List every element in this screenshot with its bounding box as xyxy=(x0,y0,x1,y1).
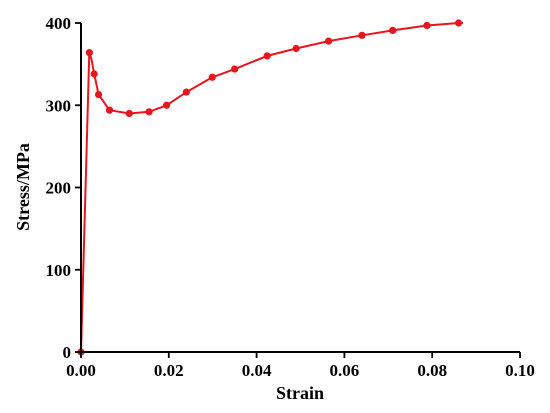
x-tick-label: 0.04 xyxy=(242,361,272,380)
y-tick-label: 400 xyxy=(46,14,72,33)
data-point xyxy=(163,101,171,109)
data-point xyxy=(145,108,153,116)
y-tick-label: 0 xyxy=(63,343,72,362)
x-axis-title: Strain xyxy=(276,383,324,403)
data-point xyxy=(454,19,463,27)
y-ticks: 0 100 200 300 400 xyxy=(46,14,81,362)
data-point xyxy=(208,73,216,81)
data-point xyxy=(105,106,114,114)
x-tick-label: 0.08 xyxy=(417,361,447,380)
data-point xyxy=(423,21,431,30)
y-tick-label: 200 xyxy=(46,179,72,198)
y-tick-label: 100 xyxy=(46,261,72,280)
data-point xyxy=(292,44,300,53)
data-point xyxy=(358,31,366,39)
data-point xyxy=(85,49,93,57)
y-axis-title: Stress/MPa xyxy=(13,143,33,231)
data-point xyxy=(324,37,333,45)
x-ticks: 0.00 0.02 0.04 0.06 0.08 0.10 xyxy=(66,352,535,380)
x-tick-label: 0.02 xyxy=(154,361,184,380)
data-point xyxy=(90,70,98,78)
data-point xyxy=(231,65,239,73)
y-tick-label: 300 xyxy=(46,96,72,115)
x-tick-label: 0.10 xyxy=(505,361,535,380)
x-tick-label: 0.06 xyxy=(330,361,360,380)
data-point xyxy=(94,90,103,99)
x-tick-label: 0.00 xyxy=(66,361,96,380)
series-line xyxy=(80,22,463,353)
data-point xyxy=(125,109,133,118)
data-point xyxy=(389,26,397,35)
axes xyxy=(80,23,520,353)
data-point xyxy=(182,88,190,96)
data-point xyxy=(263,52,271,60)
plot-area xyxy=(77,19,463,356)
